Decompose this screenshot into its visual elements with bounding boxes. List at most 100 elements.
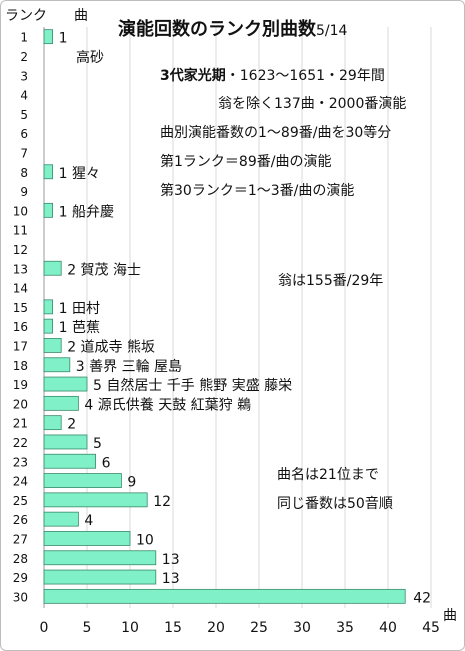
bar-labels: 1 高砂 1 猩々 1 船弁慶 2 賀茂 海士 1 田村 1 芭蕉 2 道成寺 熊坂 3 善界 … [59, 31, 431, 607]
y-tick-label: 8 [20, 166, 28, 180]
annotation-line3: 曲別演能番数の1～89番/曲を30等分 [160, 124, 391, 141]
y-tick-label: 5 [20, 108, 28, 122]
y-tick-label: 6 [20, 127, 28, 141]
bar-label: 1 猩々 [59, 166, 100, 182]
y-axis-title: ランク [5, 8, 47, 24]
y-tick-label: 28 [13, 552, 28, 566]
y-tick-label: 16 [13, 320, 28, 334]
y-tick-label: 3 [20, 69, 28, 83]
bar [43, 260, 62, 276]
grid-lines [43, 27, 432, 608]
bar [43, 569, 157, 585]
y-tick-label: 19 [13, 378, 28, 392]
x-tick-label: 5 [83, 620, 92, 636]
x-tick-label: 35 [336, 620, 354, 636]
bar-label: 1 芭蕉 [59, 319, 100, 336]
bar [43, 395, 79, 411]
x-tick-label: 25 [250, 620, 268, 636]
bar [43, 473, 122, 488]
y-tick-label: 15 [13, 301, 28, 315]
x-tick-label: 45 [422, 620, 440, 636]
bar-label: 4 [84, 513, 93, 529]
y-tick-label: 12 [13, 243, 28, 257]
annotation-line4: 第1ランク＝89番/曲の演能 [160, 153, 331, 170]
x-tick-label: 20 [207, 620, 225, 636]
bar-label: 1 [59, 31, 68, 47]
bar-label: 9 [127, 475, 136, 491]
bar-label: 5 自然居士 千手 熊野 実盛 藤栄 [93, 377, 292, 394]
y-tick-label: 18 [13, 359, 28, 373]
y-tick-label: 30 [13, 590, 28, 604]
y-tick-label: 27 [13, 532, 28, 546]
bar-label: 3 善界 三輪 屋島 [76, 358, 182, 375]
bar [43, 453, 96, 469]
bar [43, 434, 88, 450]
y-tick-label: 4 [20, 89, 28, 103]
x-axis-title-top: 曲 [74, 8, 88, 24]
annotation-note1: 曲名は21位まで [277, 467, 379, 483]
bar-label: 6 [102, 455, 111, 471]
annotation-line5: 第30ランク＝1～3番/曲の演能 [160, 182, 354, 199]
y-tick-label: 20 [13, 397, 28, 411]
x-axis-title-bottom: 曲 [443, 608, 457, 624]
y-tick-label: 2 [20, 50, 28, 64]
bar [43, 164, 54, 180]
x-tick-labels: 0 5 10 15 20 25 30 35 40 45 [40, 620, 440, 636]
y-tick-label: 7 [20, 146, 28, 160]
bar-label: 1 田村 [59, 301, 100, 317]
y-tick-label: 14 [13, 282, 28, 296]
x-tick-label: 0 [40, 620, 49, 636]
annotation-okina: 翁は155番/29年 [278, 273, 383, 289]
bar [43, 415, 62, 431]
x-tick-label: 15 [164, 620, 182, 636]
bar [43, 338, 62, 353]
annotation-period: 3代家光期・1623～1651・29年間 [160, 67, 385, 84]
y-tick-label: 29 [13, 571, 28, 585]
bars [43, 29, 406, 604]
y-tick-label: 24 [13, 475, 28, 489]
y-tick-labels: 1234567891011121314151617181920212223242… [13, 31, 28, 605]
bar [43, 299, 54, 315]
annotation-note2: 同じ番数は50音順 [277, 495, 393, 512]
x-tick-label: 40 [379, 620, 397, 636]
y-tick-label: 11 [13, 224, 28, 238]
bar-label: 13 [162, 571, 180, 587]
bar-label: 高砂 [76, 49, 104, 66]
x-tick-label: 10 [121, 620, 139, 636]
bar-label: 2 [67, 417, 76, 433]
bar-label: 2 道成寺 熊坂 [67, 339, 155, 355]
bar [43, 29, 54, 45]
bar-label: 13 [162, 552, 180, 568]
bar-label: 2 賀茂 海士 [67, 261, 141, 278]
bar-label: 12 [153, 494, 171, 510]
x-tick-label: 30 [293, 620, 311, 636]
y-tick-label: 13 [13, 262, 28, 276]
y-tick-label: 21 [13, 417, 28, 431]
bar [43, 588, 406, 604]
y-tick-label: 23 [13, 455, 28, 469]
bar [43, 511, 79, 527]
annotation-line2: 翁を除く137曲・2000番演能 [218, 96, 406, 112]
y-tick-label: 25 [13, 494, 28, 508]
y-tick-label: 22 [13, 436, 28, 450]
bar [43, 531, 131, 546]
bar [43, 202, 54, 218]
y-tick-label: 17 [13, 339, 28, 353]
chart-title-date: 5/14 [316, 23, 348, 39]
bar-label: 5 [93, 436, 102, 452]
bar-label: 4 源氏供養 天鼓 紅葉狩 鵜 [84, 396, 251, 413]
bar [43, 357, 71, 373]
y-tick-label: 1 [20, 31, 28, 45]
bar [43, 492, 148, 508]
bar-label: 42 [413, 590, 431, 606]
bar-label: 10 [136, 532, 154, 548]
chart-title: 演能回数のランク別曲数5/14 [118, 18, 348, 40]
y-tick-label: 9 [20, 185, 28, 199]
bar-label: 1 船弁慶 [59, 204, 114, 220]
bar [43, 318, 54, 334]
bar [43, 376, 88, 392]
y-tick-label: 26 [13, 513, 28, 527]
y-tick-label: 10 [13, 204, 28, 218]
bar [43, 550, 157, 566]
